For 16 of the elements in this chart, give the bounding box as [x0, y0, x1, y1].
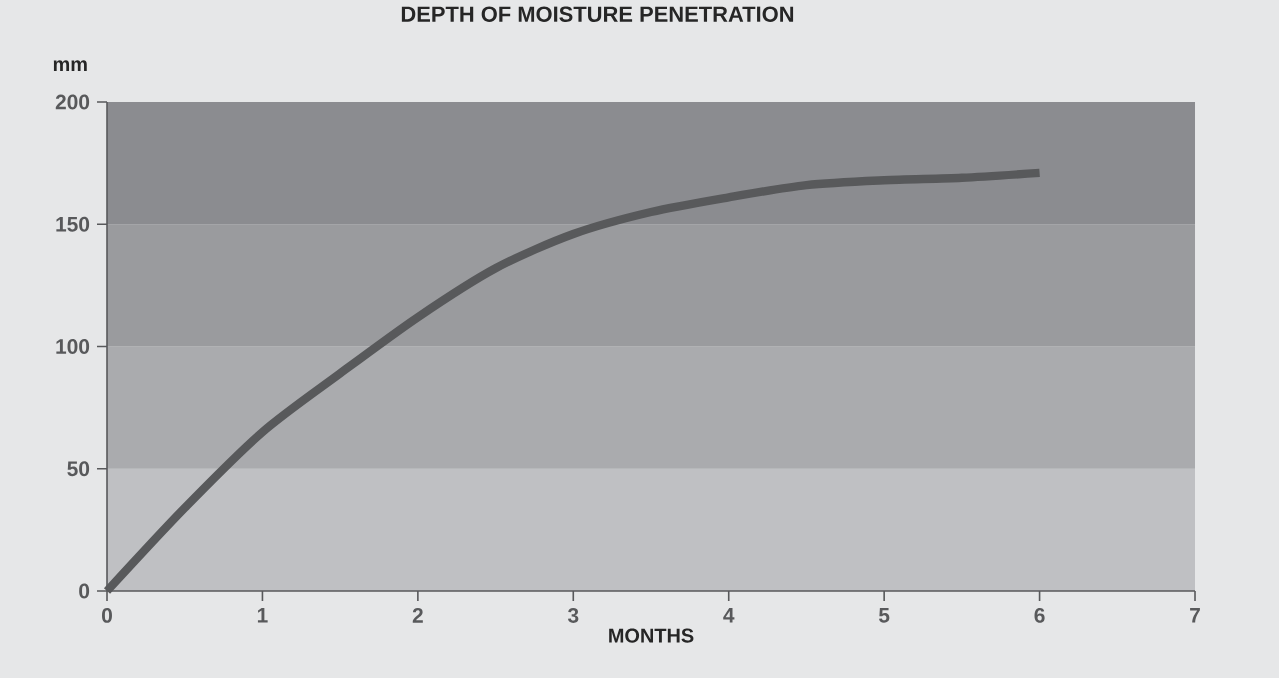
y-tick-label: 50 — [67, 461, 90, 477]
y-tick-label: 150 — [56, 216, 90, 232]
x-tick-label: 2 — [412, 608, 423, 623]
y-tick-label: 200 — [55, 94, 90, 110]
x-tick-label: 5 — [878, 608, 890, 623]
y-tick-label: 0 — [79, 583, 90, 599]
x-tick-label: 1 — [257, 608, 268, 623]
x-axis-title: MONTHS — [609, 628, 694, 643]
x-tick-label: 6 — [1034, 608, 1045, 623]
y-tick-label: 100 — [56, 339, 90, 354]
x-tick-label: 7 — [1190, 608, 1200, 623]
chart-title: DEPTH OF MOISTURE PENETRATION — [401, 6, 794, 22]
y-axis-title: mm — [53, 60, 87, 71]
x-tick-label: 4 — [723, 608, 735, 623]
x-tick-label: 0 — [102, 608, 112, 623]
x-tick-label: 3 — [567, 608, 579, 623]
